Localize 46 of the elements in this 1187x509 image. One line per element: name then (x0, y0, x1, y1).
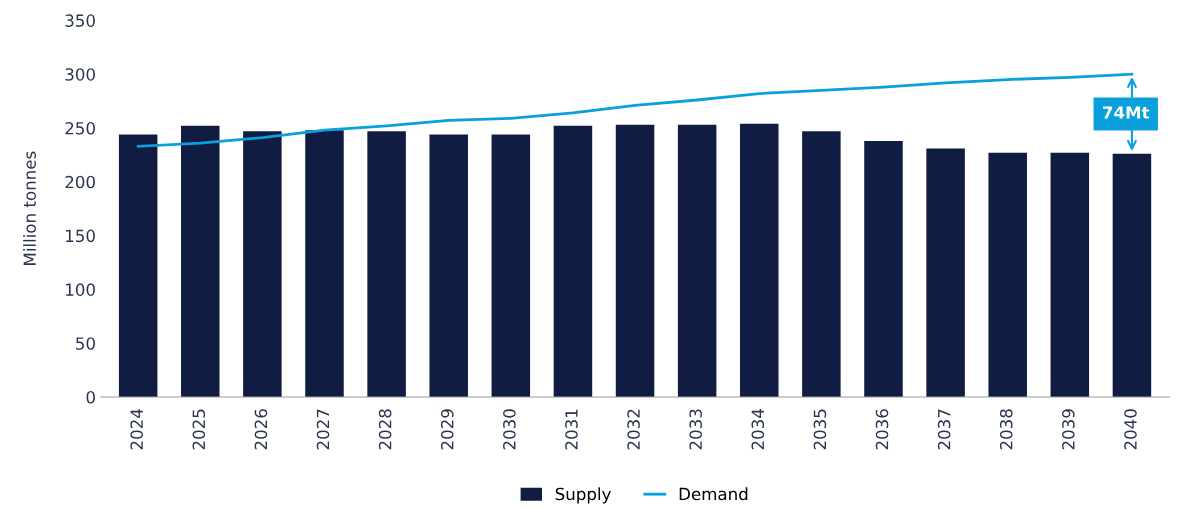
x-tick-label: 2040 (1124, 409, 1137, 450)
bar (988, 152, 1027, 398)
bar (181, 125, 220, 398)
y-tick-label: 250 (65, 121, 95, 135)
bar (677, 124, 717, 398)
y-tick-label: 100 (66, 283, 95, 296)
legend-label: Supply (555, 487, 611, 504)
x-tick-label: 2028 (378, 409, 392, 450)
x-tick-label: 2039 (1062, 409, 1075, 450)
x-tick-label: 2034 (751, 409, 765, 450)
bar (367, 131, 406, 398)
bar (305, 130, 344, 398)
y-tick-label: 50 (76, 337, 95, 350)
x-tick-label: 2032 (627, 409, 640, 450)
bar (491, 134, 531, 398)
bar (553, 125, 593, 398)
bar (118, 134, 158, 398)
y-axis-title: Million tonnes (23, 151, 36, 265)
x-tick-label: 2024 (130, 409, 143, 450)
x-tick-label: 2030 (503, 409, 516, 450)
bar (864, 140, 903, 398)
bar (429, 134, 468, 398)
x-tick-label: 2037 (937, 409, 951, 450)
x-tick-label: 2025 (192, 409, 206, 450)
x-tick-label: 2038 (999, 409, 1013, 450)
y-tick-label: 350 (65, 14, 95, 27)
bar (1112, 153, 1152, 398)
bar (802, 131, 841, 398)
x-tick-label: 2036 (875, 409, 889, 450)
bar (243, 131, 282, 398)
legend-label: Demand (679, 487, 748, 501)
x-tick-label: 2031 (565, 409, 578, 450)
y-tick-label: 300 (65, 68, 95, 81)
bar (1050, 152, 1090, 398)
x-tick-label: 2029 (440, 409, 454, 450)
x-tick-label: 2026 (254, 409, 268, 450)
bar (615, 124, 655, 398)
x-tick-label: 2035 (813, 409, 827, 450)
x-tick-label: 2033 (689, 409, 702, 450)
y-tick-label: 200 (65, 175, 95, 189)
y-tick-label: 0 (86, 390, 95, 404)
annotation: 74Mt (1102, 106, 1150, 119)
y-tick-label: 150 (66, 229, 95, 243)
bar (740, 123, 779, 398)
x-tick-label: 2027 (316, 409, 330, 450)
bar (926, 148, 965, 398)
